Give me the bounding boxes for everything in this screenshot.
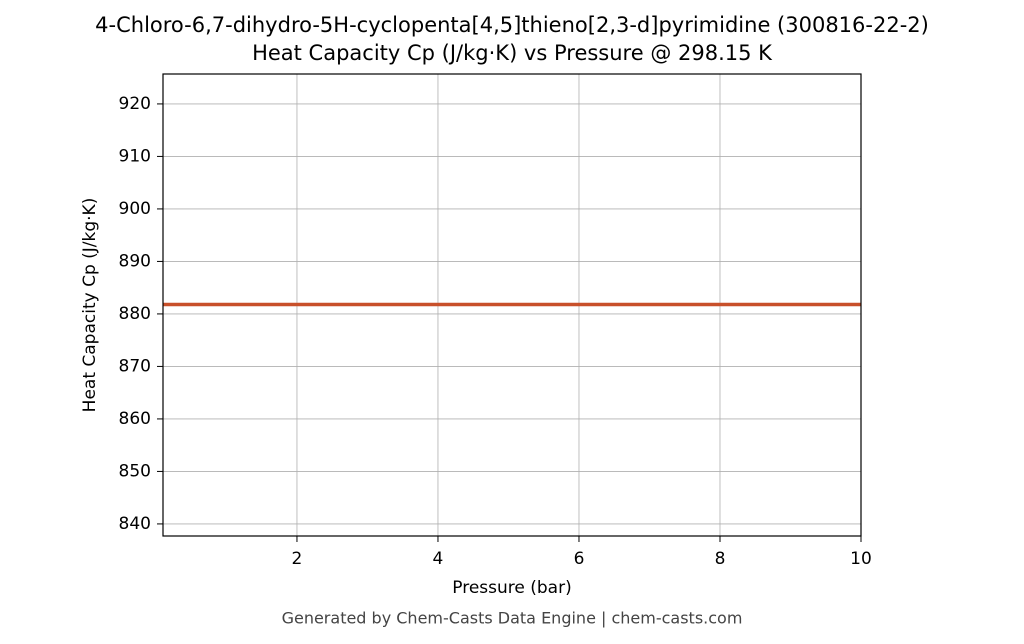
plot-frame — [162, 73, 862, 537]
x-tick-label: 8 — [715, 549, 726, 569]
x-tick-label: 2 — [292, 549, 303, 569]
y-tick-label: 890 — [119, 251, 151, 271]
y-tick-label: 920 — [119, 94, 151, 114]
x-axis-label: Pressure (bar) — [452, 578, 571, 598]
y-tick-label: 850 — [119, 461, 151, 481]
y-tick-label: 870 — [119, 356, 151, 376]
y-tick-label: 840 — [119, 514, 151, 534]
x-tick-label: 10 — [850, 549, 872, 569]
y-axis-label: Heat Capacity Cp (J/kg·K) — [80, 198, 100, 413]
x-tick-label: 6 — [574, 549, 585, 569]
footer: Generated by Chem-Casts Data Engine | ch… — [282, 609, 743, 628]
x-tick-label: 4 — [433, 549, 444, 569]
y-tick-label: 860 — [119, 409, 151, 429]
y-tick-label: 900 — [119, 199, 151, 219]
y-tick-label: 910 — [119, 146, 151, 166]
chart-title: 4-Chloro-6,7-dihydro-5H-cyclopenta[4,5]t… — [95, 13, 929, 37]
chart-subtitle: Heat Capacity Cp (J/kg·K) vs Pressure @ … — [252, 41, 773, 65]
y-tick-label: 880 — [119, 304, 151, 324]
